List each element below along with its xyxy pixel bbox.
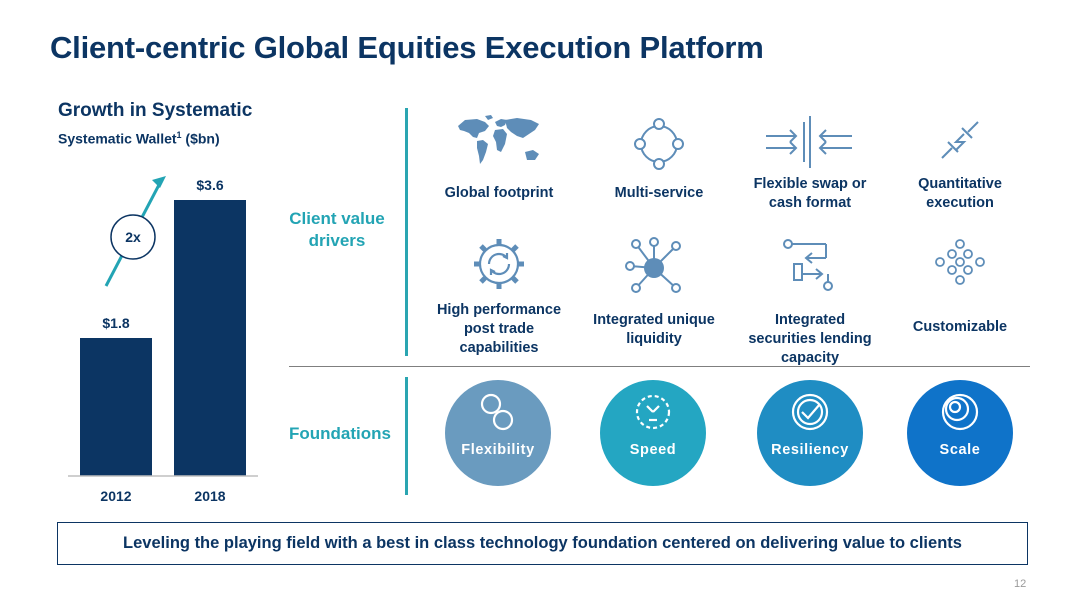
driver-label: Quantitative execution (918, 176, 1002, 211)
bar-value-label: $1.8 (102, 315, 129, 331)
driver-label: Customizable (912, 319, 1008, 335)
client-value-drivers-label: Client value drivers (289, 209, 385, 250)
foundation-flexibility: Flexibility (445, 380, 551, 486)
driver-global-footprint: Global footprint (429, 110, 569, 220)
shield-check-icon (791, 393, 829, 431)
category-label: 2018 (194, 488, 225, 504)
node-grid-icon (935, 239, 985, 285)
slide-title: Client-centric Global Equities Execution… (50, 30, 764, 65)
lightning-plug-icon (941, 121, 979, 159)
driver-label: High performance post trade capabilities (436, 302, 562, 356)
driver-customizable: Customizable (890, 232, 1030, 357)
foundation-speed: Speed (600, 380, 706, 486)
driver-unique-liquidity: Integrated unique liquidity (584, 232, 724, 357)
foundations-divider-line (405, 377, 408, 495)
foundations-label: Foundations (289, 424, 391, 443)
foundation-label: Scale (939, 442, 981, 458)
drivers-divider-line (405, 108, 408, 356)
foundation-resiliency: Resiliency (757, 380, 863, 486)
chart-subtitle: Systematic Wallet1 ($bn) (58, 130, 220, 147)
driver-label: Flexible swap or cash format (753, 176, 867, 211)
driver-quantitative-execution: Quantitative execution (890, 110, 1030, 220)
gear-cycle-icon (474, 239, 524, 289)
growth-bar-chart: $1.8 2012 $3.6 2018 2x (68, 176, 258, 504)
driver-flexible-swap: Flexible swap or cash format (740, 110, 880, 220)
world-map-icon (458, 115, 539, 164)
chart-subtitle-main: Systematic Wallet (58, 130, 177, 147)
bar-value-label: $3.6 (196, 177, 223, 193)
foundation-label: Flexibility (461, 442, 535, 458)
bar-2012 (80, 338, 152, 476)
stopwatch-icon (635, 394, 671, 430)
foundation-label: Speed (629, 442, 677, 458)
chart-subtitle-unit: ($bn) (181, 130, 220, 147)
foundation-scale: Scale (907, 380, 1013, 486)
section-separator (289, 366, 1030, 367)
driver-multi-service: Multi-service (589, 110, 729, 220)
bar-2018 (174, 200, 246, 476)
opposing-arrows-icon (766, 116, 852, 168)
category-label: 2012 (100, 488, 131, 504)
foundation-label: Resiliency (771, 442, 849, 458)
chart-title: Growth in Systematic (58, 100, 253, 121)
driver-label: Integrated unique liquidity (593, 312, 715, 347)
hub-network-icon (625, 237, 681, 293)
page-number: 12 (1014, 578, 1027, 590)
driver-label: Multi-service (614, 185, 704, 201)
driver-post-trade: High performance post trade capabilities (429, 232, 569, 357)
multi-node-circle-icon (634, 118, 684, 170)
growth-arrowhead (152, 176, 166, 188)
flow-path-icon (783, 239, 833, 291)
footnote-marker: 1 (176, 130, 182, 140)
growth-badge (110, 214, 156, 260)
driver-label: Global footprint (444, 185, 554, 201)
infinity-icon (480, 393, 514, 431)
driver-securities-lending: Integrated securities lending capacity (740, 232, 880, 366)
driver-label: Integrated securities lending capacity (748, 312, 872, 366)
growth-badge-label: 2x (125, 229, 141, 245)
tagline-banner: Leveling the playing field with a best i… (57, 522, 1028, 565)
concentric-circles-icon (941, 393, 979, 431)
